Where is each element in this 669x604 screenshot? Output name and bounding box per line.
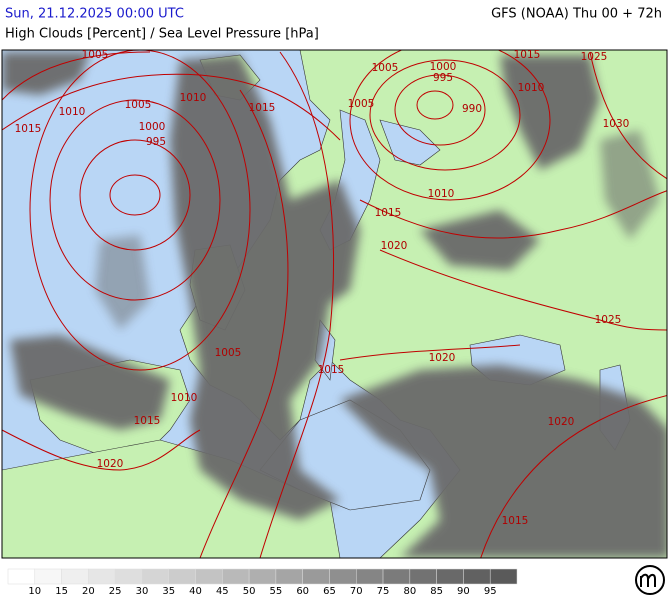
- legend-label: 65: [323, 586, 336, 597]
- isobar-label: 1015: [502, 515, 529, 527]
- legend-swatch: [275, 568, 303, 585]
- map: [2, 50, 667, 558]
- legend-swatch: [195, 568, 223, 585]
- legend-swatch: [61, 568, 89, 585]
- legend-swatch: [302, 568, 330, 585]
- isobar-label: 1000: [430, 61, 457, 73]
- isobar-label: 1005: [372, 62, 399, 74]
- isobar-label: 1015: [249, 102, 276, 114]
- isobar-label: 995: [146, 136, 166, 148]
- isobars: [2, 50, 667, 558]
- legend-label: 35: [162, 586, 175, 597]
- isobar-label: 1010: [428, 188, 455, 200]
- isobar-label: 1000: [139, 121, 166, 133]
- logo: [635, 565, 665, 595]
- legend-swatch: [114, 568, 143, 585]
- legend-label: 90: [457, 586, 470, 597]
- legend-swatch: [382, 568, 411, 585]
- legend-label: 95: [484, 586, 497, 597]
- isobar-label: 1005: [125, 99, 152, 111]
- legend-swatch: [248, 568, 277, 585]
- legend-swatch: [489, 568, 518, 585]
- isobar-label: 1015: [514, 49, 541, 61]
- isobar-label: 1010: [518, 82, 545, 94]
- legend-label: 75: [377, 586, 390, 597]
- map-frame: [1, 49, 668, 559]
- legend-label: 55: [270, 586, 283, 597]
- isobar-label: 1015: [318, 364, 345, 376]
- isobar-label: 995: [433, 72, 453, 84]
- legend-swatch: [88, 568, 116, 585]
- legend-label: 10: [28, 586, 41, 597]
- model-run: GFS (NOAA) Thu 00 + 72h: [491, 7, 662, 22]
- isobar-label: 1010: [171, 392, 198, 404]
- legend-label: 45: [216, 586, 229, 597]
- legend-swatch: [436, 568, 464, 585]
- isobar-label: 1015: [15, 123, 42, 135]
- datetime: Sun, 21.12.2025 00:00 UTC: [5, 7, 184, 22]
- legend-swatch: [463, 568, 491, 585]
- legend-swatch: [356, 568, 384, 585]
- isobar-label: 1020: [429, 352, 456, 364]
- legend-label: 60: [296, 586, 309, 597]
- legend-swatch: [222, 568, 250, 585]
- isobar-label: 1015: [375, 207, 402, 219]
- map-title: High Clouds [Percent] / Sea Level Pressu…: [5, 27, 319, 42]
- legend-label: 80: [403, 586, 416, 597]
- isobar-label: 1010: [180, 92, 207, 104]
- isobar-label: 1025: [595, 314, 622, 326]
- legend-label: 50: [243, 586, 256, 597]
- legend-swatch: [34, 568, 62, 585]
- isobar-label: 1030: [603, 118, 630, 130]
- legend: 10 15 20 25 30 35 40 45 50 55 60 65 70 75 80 85 90 95: [7, 568, 518, 597]
- legend-label: 40: [189, 586, 202, 597]
- isobar-label: 1005: [82, 49, 109, 61]
- isobar-label: 1005: [215, 347, 242, 359]
- legend-label: 30: [136, 586, 149, 597]
- isobar-label: 1020: [97, 458, 124, 470]
- legend-label: 20: [82, 586, 95, 597]
- legend-label: 15: [55, 586, 68, 597]
- legend-swatch: [329, 568, 357, 585]
- legend-swatch: [168, 568, 196, 585]
- legend-swatch: [7, 568, 36, 585]
- legend-label: 70: [350, 586, 363, 597]
- legend-swatch: [141, 568, 169, 585]
- isobar-label: 1020: [548, 416, 575, 428]
- isobar-label: 1015: [134, 415, 161, 427]
- legend-label: 25: [109, 586, 122, 597]
- isobar-label: 990: [462, 103, 482, 115]
- legend-swatch: [409, 568, 437, 585]
- cloud-cover: [2, 52, 667, 558]
- isobar-label: 1010: [59, 106, 86, 118]
- isobar-label: 1005: [348, 98, 375, 110]
- isobar-label: 1020: [381, 240, 408, 252]
- isobar-label: 1025: [581, 51, 608, 63]
- legend-label: 85: [430, 586, 443, 597]
